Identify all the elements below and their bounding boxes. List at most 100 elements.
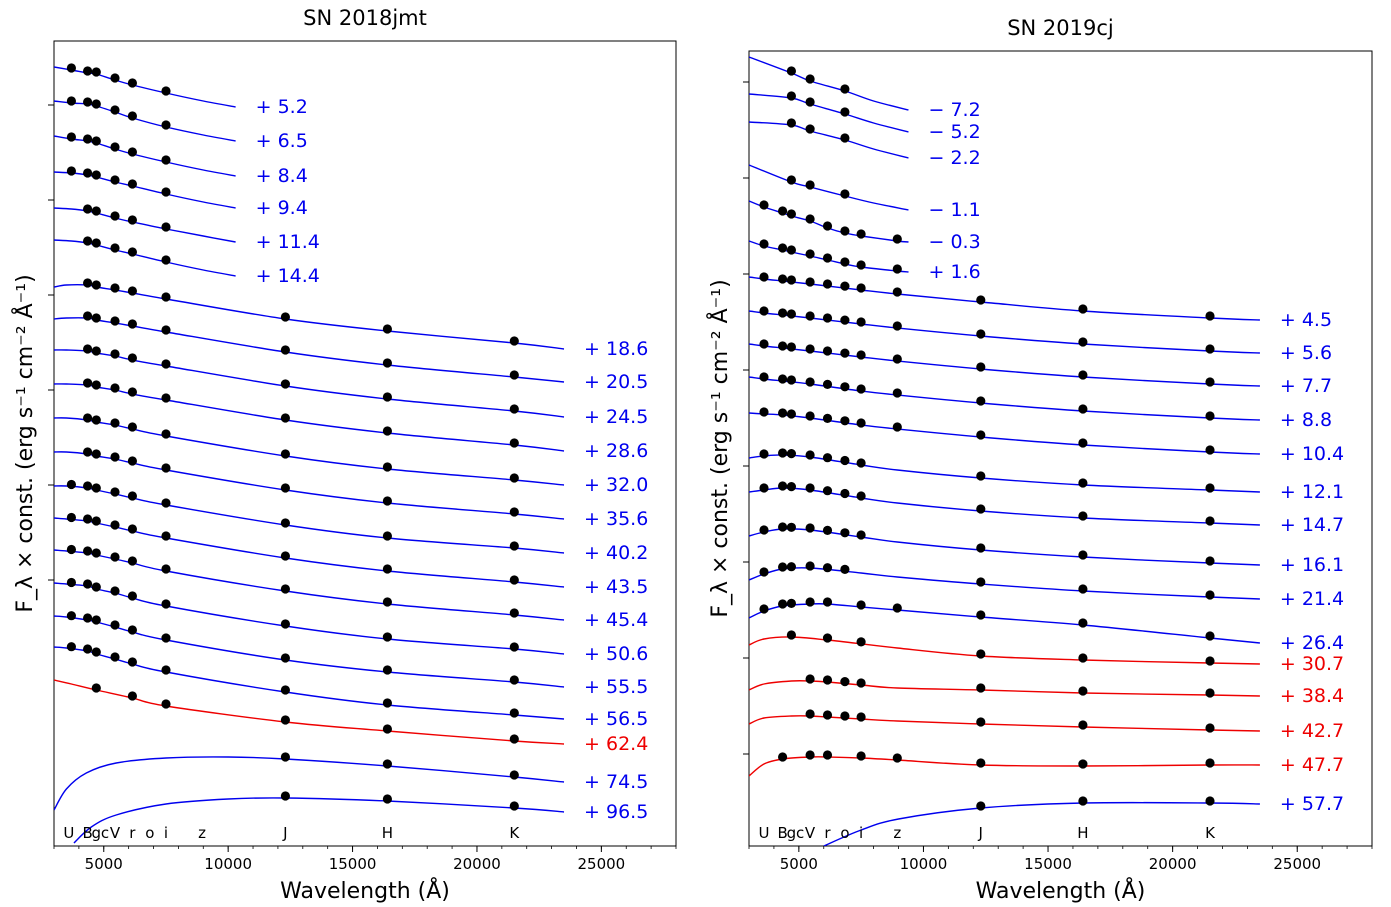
data-point [83, 413, 93, 423]
data-point [110, 552, 120, 562]
data-point [892, 354, 902, 364]
data-point [83, 481, 93, 491]
data-point [280, 518, 290, 528]
data-point [1078, 478, 1088, 488]
data-point [91, 449, 101, 459]
data-point [161, 120, 171, 130]
phase-label: + 74.5 [584, 771, 648, 793]
phase-label: + 8.8 [1280, 409, 1332, 431]
data-point [778, 206, 788, 216]
phase-label: + 21.4 [1280, 588, 1344, 610]
data-point [110, 487, 120, 497]
data-point [91, 683, 101, 693]
data-point [91, 67, 101, 77]
data-point [509, 336, 519, 346]
data-point [509, 642, 519, 652]
data-point [83, 168, 93, 178]
band-label: g [92, 824, 102, 842]
data-point [840, 189, 850, 199]
phase-label: − 7.2 [928, 99, 980, 121]
data-point [976, 577, 986, 587]
series-line [54, 646, 565, 720]
data-point [856, 458, 866, 468]
data-point [976, 329, 986, 339]
data-point [805, 344, 815, 354]
data-point [1078, 304, 1088, 314]
panel-1: SN 2018jmt Wavelength (Å) F_λ × const. (er… [11, 6, 677, 904]
data-point [280, 752, 290, 762]
data-point [805, 709, 815, 719]
data-point [127, 387, 137, 397]
plot-frame [748, 50, 1373, 847]
x-axis-label: Wavelength (Å) [280, 877, 450, 904]
data-point [786, 598, 797, 609]
data-point [91, 238, 101, 248]
data-point [805, 483, 815, 493]
phase-label: + 5.2 [256, 96, 308, 118]
data-point [976, 649, 986, 659]
data-point [1205, 411, 1215, 421]
data-point [822, 525, 833, 536]
data-point [91, 516, 101, 526]
data-point [759, 604, 769, 614]
data-point [91, 170, 101, 180]
data-point [161, 429, 171, 439]
data-point [976, 430, 986, 440]
phase-label: + 38.4 [1280, 685, 1344, 707]
data-point [110, 316, 120, 326]
band-label: c [101, 824, 109, 842]
data-point [1205, 377, 1215, 387]
data-point [382, 426, 392, 436]
data-point [892, 264, 902, 274]
data-point [976, 396, 986, 406]
data-point [786, 118, 797, 128]
phase-label: + 96.5 [584, 801, 648, 823]
x-tick-label: 20000 [453, 855, 501, 873]
data-point [110, 418, 120, 428]
data-point [786, 91, 797, 101]
series-line [749, 454, 1260, 493]
data-point [509, 734, 519, 744]
data-point [382, 358, 392, 368]
data-point [382, 665, 392, 675]
x-tick-label: 25000 [578, 855, 626, 873]
data-point [805, 450, 815, 460]
data-point [976, 717, 986, 727]
data-point [822, 486, 833, 496]
data-point [83, 644, 93, 654]
data-point [840, 348, 850, 358]
data-point [110, 105, 120, 115]
data-point [127, 456, 137, 466]
data-point [840, 133, 850, 143]
data-point [856, 418, 866, 428]
series-line [749, 164, 909, 211]
data-point [1205, 445, 1215, 455]
data-point [805, 674, 815, 684]
x-tick-label: 15000 [1024, 855, 1072, 873]
data-point [161, 498, 171, 508]
data-point [382, 759, 392, 769]
data-point [110, 652, 120, 662]
data-point [509, 801, 519, 811]
phase-label: + 12.1 [1280, 481, 1344, 503]
data-point [805, 214, 815, 224]
band-label: z [198, 824, 206, 842]
data-point [127, 691, 137, 701]
data-point [83, 134, 93, 144]
data-point [840, 416, 850, 426]
data-point [509, 370, 519, 380]
data-point [1078, 438, 1088, 448]
data-point [822, 379, 833, 389]
data-point [280, 413, 290, 423]
data-point [786, 630, 797, 640]
phase-label: + 20.5 [584, 371, 648, 393]
band-label: g [787, 824, 797, 842]
phase-label: + 28.6 [584, 440, 648, 462]
data-point [66, 512, 76, 523]
band-label: c [796, 824, 804, 842]
data-point [161, 393, 171, 403]
data-point [127, 524, 137, 534]
chart-title: SN 2019cj [1007, 16, 1114, 40]
data-point [382, 531, 392, 541]
data-point [892, 234, 902, 244]
